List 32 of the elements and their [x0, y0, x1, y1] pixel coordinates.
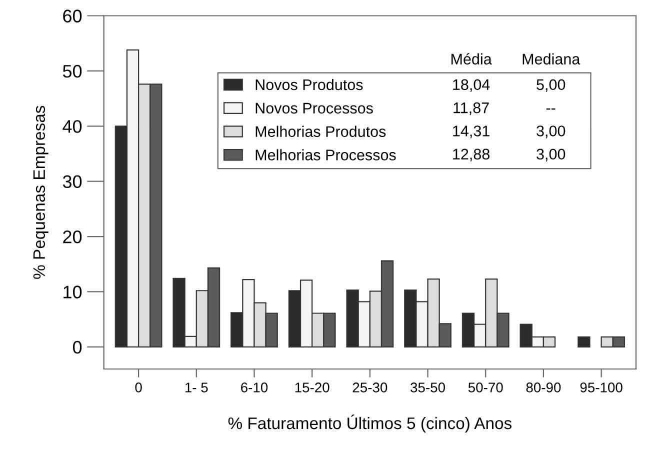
x-tick-label: 35-50: [410, 382, 445, 392]
x-tick-label: 50-70: [468, 382, 503, 392]
y-tick-label: 60: [63, 10, 82, 22]
legend-label: Novos Produtos: [256, 78, 363, 90]
legend-label: Novos Processos: [256, 102, 373, 114]
annotation: 3,00: [536, 126, 566, 138]
legend-label: Melhorias Processos: [256, 149, 396, 160]
x-tick-label: 80-90: [526, 382, 561, 392]
x-tick-label: 25-30: [352, 382, 388, 392]
x-tick-label: 15-20: [295, 382, 330, 392]
annotation: 3,00: [536, 148, 566, 162]
legend-label: Melhorias Produtos: [256, 126, 386, 137]
annotation: 12,88: [453, 148, 490, 162]
x-tick-label: 95-100: [580, 382, 622, 392]
y-tick-label: 10: [64, 286, 82, 298]
annotation: 5,00: [536, 79, 566, 92]
annotation: --: [546, 108, 556, 110]
annotation: Média: [451, 53, 492, 65]
y-tick-label: 50: [62, 64, 82, 78]
annotation: 18,04: [453, 79, 490, 92]
y-tick-label: 30: [62, 175, 82, 188]
y-tick-label: 0: [72, 340, 82, 354]
y-tick-label: 40: [62, 120, 82, 133]
x-axis-title: % Faturamento Últimos 5 (cinco) Anos: [228, 414, 512, 432]
x-tick-label: 1- 5: [185, 382, 208, 392]
annotation: Mediana: [522, 53, 580, 65]
x-tick-label: 0: [135, 382, 142, 392]
annotation: 14,31: [453, 126, 490, 138]
annotation: 11,87: [454, 102, 489, 116]
y-tick-label: 20: [63, 230, 82, 244]
y-axis-title: % Pequenas Empresas: [33, 106, 48, 279]
x-tick-label: 6-10: [241, 382, 268, 392]
